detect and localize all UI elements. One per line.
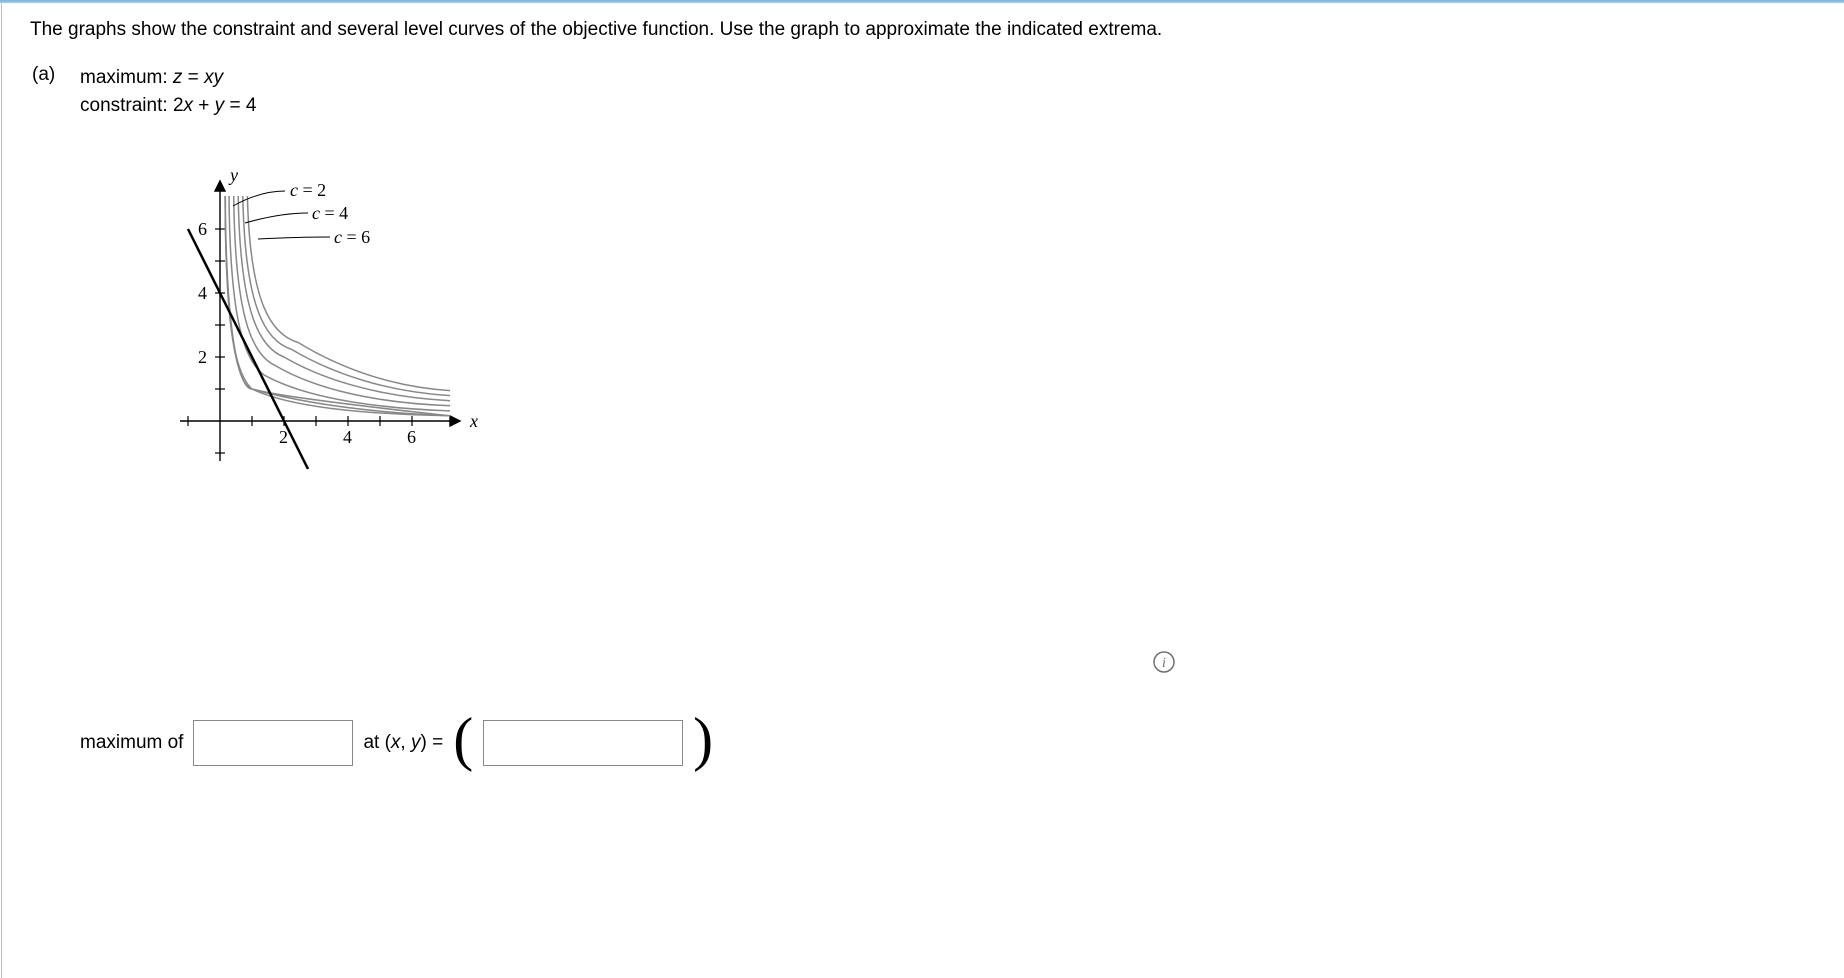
left-rule [1,3,2,978]
answer-input-max[interactable] [193,720,353,766]
answer-row: maximum of at (x, y) = ( ) [80,720,713,766]
svg-text:c = 2: c = 2 [290,180,326,200]
graph: 2 4 6 2 4 6 x y [150,161,1814,486]
constraint-line: constraint: 2x + y = 4 [80,92,256,121]
question-intro: The graphs show the constraint and sever… [30,17,1814,44]
part-a: (a) maximum: z = xy constraint: 2x + y =… [32,64,1814,121]
info-icon[interactable]: i [1152,650,1176,674]
svg-text:4: 4 [198,283,207,303]
svg-text:4: 4 [343,427,352,447]
maximize-line: maximum: z = xy [80,64,256,93]
svg-text:6: 6 [407,427,416,447]
answer-prefix: maximum of [80,732,183,754]
svg-text:6: 6 [198,219,207,239]
svg-text:i: i [1162,656,1166,671]
answer-mid: at (x, y) = [363,732,443,754]
part-body: maximum: z = xy constraint: 2x + y = 4 [80,64,256,121]
graph-svg: 2 4 6 2 4 6 x y [150,161,510,481]
svg-text:2: 2 [279,427,288,447]
answer-input-point[interactable] [483,720,683,766]
svg-text:2: 2 [198,347,207,367]
svg-text:c = 4: c = 4 [312,203,348,223]
svg-text:x: x [469,411,478,431]
question-content: The graphs show the constraint and sever… [0,3,1844,486]
svg-text:y: y [228,165,238,185]
svg-text:c = 6: c = 6 [334,227,370,247]
part-label: (a) [32,64,80,121]
